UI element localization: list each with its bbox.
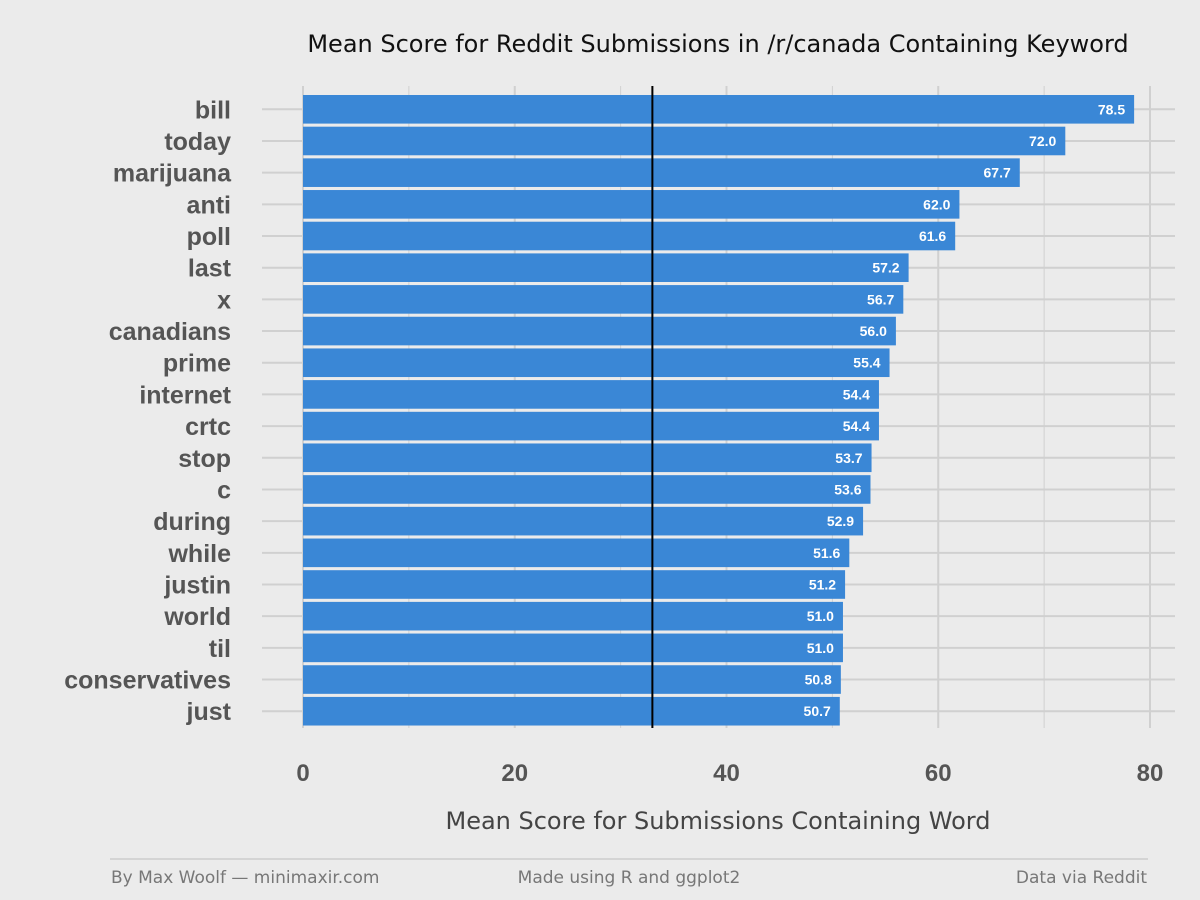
y-tick-label: conservatives: [64, 667, 231, 695]
data-label: 53.7: [835, 450, 862, 466]
bar-marijuana: [303, 158, 1020, 187]
data-label: 61.6: [919, 228, 946, 244]
data-label: 52.9: [827, 513, 854, 529]
chart-title: Mean Score for Reddit Submissions in /r/…: [307, 30, 1128, 58]
data-label: 54.4: [843, 418, 870, 434]
data-label: 78.5: [1098, 101, 1125, 117]
x-tick-label: 20: [501, 760, 528, 787]
y-tick-label: marijuana: [113, 160, 232, 188]
data-label: 72.0: [1029, 133, 1056, 149]
bar-internet: [303, 380, 879, 409]
y-tick-label: justin: [163, 572, 231, 600]
bar-just: [303, 696, 840, 726]
y-tick-label: prime: [163, 350, 231, 378]
data-label: 67.7: [984, 165, 1011, 181]
data-label: 54.4: [843, 386, 870, 402]
x-axis-label: Mean Score for Submissions Containing Wo…: [445, 807, 990, 835]
y-tick-label: world: [163, 603, 231, 631]
data-label: 57.2: [872, 260, 899, 276]
y-axis-labels: bill today marijuana anti poll last x canadians…: [64, 96, 232, 726]
y-tick-label: last: [188, 255, 232, 283]
y-tick-label: poll: [187, 223, 231, 251]
footer-author: By Max Woolf — minimaxir.com: [111, 868, 380, 888]
y-tick-label: today: [164, 128, 231, 156]
y-tick-label: during: [153, 508, 231, 536]
bar-anti: [303, 190, 960, 219]
y-tick-label: canadians: [109, 318, 231, 346]
bar-poll: [303, 221, 956, 251]
bar-world: [303, 601, 843, 631]
bar-crtc: [303, 411, 879, 441]
data-label: 51.0: [807, 608, 834, 624]
data-label: 50.7: [804, 703, 831, 719]
x-tick-label: 40: [713, 760, 740, 787]
data-label: 56.0: [860, 323, 887, 339]
data-label: 51.2: [809, 577, 836, 593]
bars: [303, 95, 1135, 726]
bar-today: [303, 126, 1066, 156]
bar-last: [303, 253, 909, 282]
footer-source: Data via Reddit: [1016, 868, 1147, 888]
y-tick-label: anti: [187, 191, 231, 219]
bar-stop: [303, 443, 872, 473]
y-tick-label: c: [217, 476, 231, 504]
bar-bill: [303, 95, 1135, 124]
bar-during: [303, 506, 864, 536]
y-tick-label: bill: [195, 96, 231, 124]
data-label: 53.6: [834, 481, 861, 497]
bar-c: [303, 475, 871, 504]
data-labels: 78.5 72.0 67.7 62.0 61.6 57.2 56.7 56.0 55.4 54.4…: [804, 101, 1126, 719]
bar-while: [303, 538, 850, 568]
data-label: 62.0: [923, 196, 950, 212]
bar-justin: [303, 570, 846, 599]
footer-tools: Made using R and ggplot2: [518, 868, 741, 888]
bar-canadians: [303, 316, 896, 346]
y-tick-label: just: [186, 698, 232, 726]
bar-til: [303, 633, 843, 663]
data-label: 56.7: [867, 291, 894, 307]
x-tick-label: 0: [296, 760, 309, 787]
y-tick-label: internet: [139, 381, 231, 409]
y-tick-label: crtc: [185, 413, 231, 441]
bar-conservatives: [303, 665, 841, 694]
bar-prime: [303, 348, 890, 378]
data-label: 50.8: [805, 672, 832, 688]
x-axis-ticks: 0 20 40 60 80: [296, 760, 1163, 787]
y-tick-label: stop: [178, 445, 231, 473]
bar-x: [303, 285, 904, 314]
y-tick-label: til: [209, 635, 231, 663]
data-label: 55.4: [853, 355, 880, 371]
data-label: 51.0: [807, 640, 834, 656]
data-label: 51.6: [813, 545, 840, 561]
x-tick-label: 80: [1137, 760, 1164, 787]
x-tick-label: 60: [925, 760, 952, 787]
y-tick-label: x: [217, 286, 231, 314]
y-tick-label: while: [167, 540, 231, 568]
